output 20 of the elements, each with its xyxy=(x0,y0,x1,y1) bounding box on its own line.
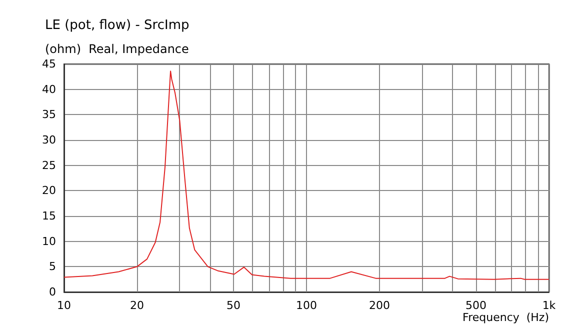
y-tick-label: 45 xyxy=(42,58,56,70)
y-tick-label: 35 xyxy=(42,108,56,122)
y-tick-label: 20 xyxy=(42,184,56,198)
y-tick-label: 30 xyxy=(42,134,56,146)
x-tick-label: 1k xyxy=(542,299,556,312)
y-tick-label: 5 xyxy=(49,260,56,274)
y-tick-label: 15 xyxy=(42,210,56,222)
x-tick-label: 20 xyxy=(130,299,144,312)
x-tick-label: 10 xyxy=(57,299,71,312)
x-axis-title: Frequency (Hz) xyxy=(462,311,549,324)
y-tick-label: 10 xyxy=(42,234,56,248)
y-tick-label: 40 xyxy=(42,82,56,96)
y-tick-label: 25 xyxy=(42,158,56,172)
x-tick-label: 50 xyxy=(226,299,240,312)
x-tick-label: 200 xyxy=(369,299,390,312)
chart-title: LE (pot, flow) - SrcImp xyxy=(45,18,190,33)
x-tick-label: 100 xyxy=(296,299,317,312)
chart-subtitle: (ohm) Real, Impedance xyxy=(45,42,189,56)
x-tick-label: 500 xyxy=(466,299,486,312)
y-tick-label: 0 xyxy=(49,286,56,298)
